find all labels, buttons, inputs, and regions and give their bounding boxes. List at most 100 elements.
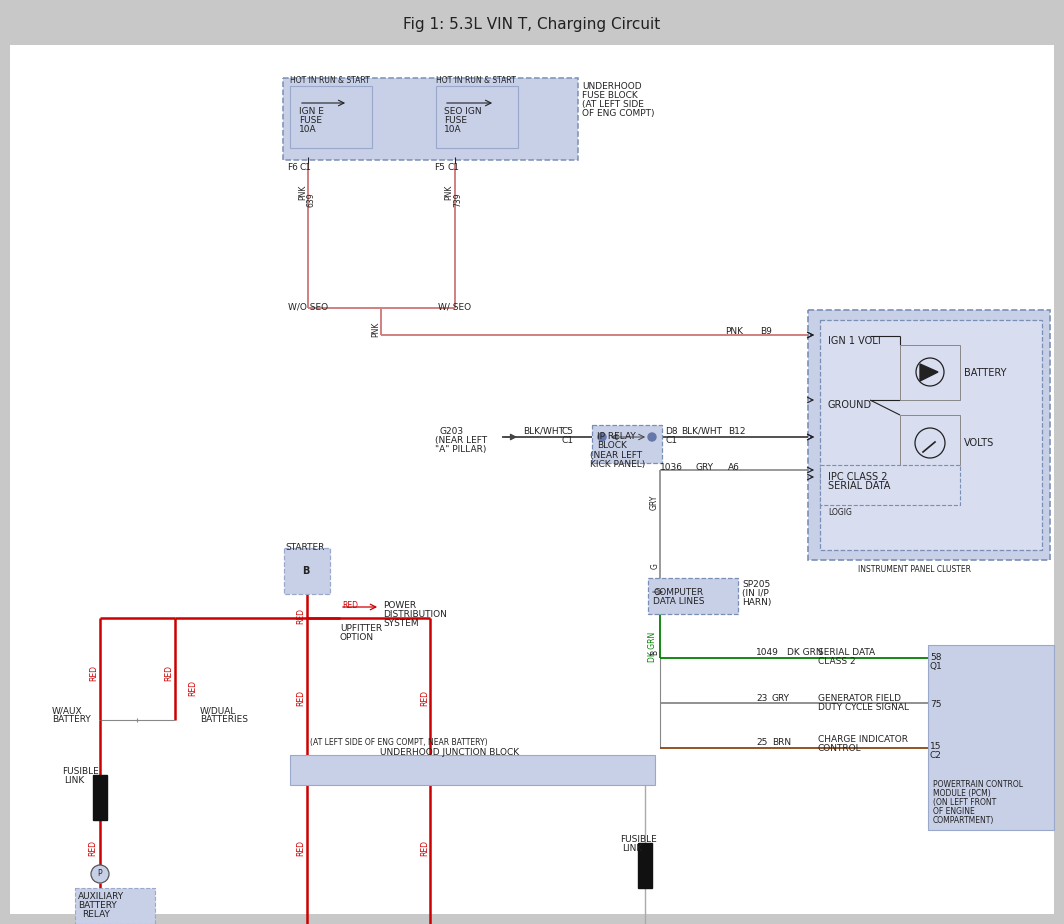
- Text: FUSIBLE: FUSIBLE: [62, 767, 99, 776]
- Text: B9: B9: [760, 327, 771, 336]
- Text: CLASS 2: CLASS 2: [818, 657, 855, 666]
- Text: PNK: PNK: [298, 185, 307, 201]
- Text: HOT IN RUN & START: HOT IN RUN & START: [290, 76, 370, 85]
- Text: F6: F6: [287, 163, 298, 172]
- Text: (NEAR LEFT: (NEAR LEFT: [435, 436, 487, 445]
- Text: GENERATOR FIELD: GENERATOR FIELD: [818, 694, 901, 703]
- Text: VOLTS: VOLTS: [964, 438, 994, 448]
- Text: Q1: Q1: [930, 662, 943, 671]
- Text: BLK/WHT: BLK/WHT: [523, 427, 564, 436]
- Text: UNDERHOOD: UNDERHOOD: [582, 82, 642, 91]
- Text: FUSIBLE: FUSIBLE: [620, 835, 656, 844]
- Text: UPFITTER: UPFITTER: [340, 624, 382, 633]
- Text: DK GRN: DK GRN: [787, 648, 822, 657]
- Text: COMPUTER: COMPUTER: [653, 588, 703, 597]
- Text: PNK: PNK: [725, 327, 743, 336]
- Text: 58: 58: [930, 653, 942, 662]
- Bar: [808, 310, 1050, 560]
- Text: GRY: GRY: [695, 463, 713, 472]
- Text: A6: A6: [728, 463, 739, 472]
- Text: SERIAL DATA: SERIAL DATA: [828, 481, 891, 491]
- Text: CONTROL: CONTROL: [818, 744, 862, 753]
- Text: AUXILIARY: AUXILIARY: [78, 892, 124, 901]
- Text: C1: C1: [665, 436, 677, 445]
- Text: FUSE BLOCK: FUSE BLOCK: [582, 91, 637, 100]
- Text: W/O SEO: W/O SEO: [288, 302, 328, 311]
- Text: RED: RED: [88, 840, 97, 856]
- Text: C1: C1: [300, 163, 312, 172]
- Bar: [93, 775, 107, 820]
- Text: STARTER: STARTER: [285, 543, 325, 552]
- Text: RED: RED: [89, 665, 98, 681]
- Text: RED: RED: [188, 680, 197, 696]
- Text: HARN): HARN): [742, 598, 771, 607]
- Text: FUSE: FUSE: [444, 116, 467, 125]
- Bar: [74, 888, 155, 924]
- Text: BATTERY: BATTERY: [52, 715, 90, 724]
- Text: DK GRN: DK GRN: [648, 632, 656, 663]
- Text: IPC CLASS 2: IPC CLASS 2: [828, 472, 887, 482]
- Text: INSTRUMENT PANEL CLUSTER: INSTRUMENT PANEL CLUSTER: [858, 565, 971, 574]
- Bar: [283, 78, 578, 160]
- Text: OF ENGINE: OF ENGINE: [933, 807, 975, 816]
- Bar: [638, 843, 652, 888]
- Text: LINK: LINK: [64, 776, 84, 785]
- Text: (AT LEFT SIDE OF ENG COMPT, NEAR BATTERY): (AT LEFT SIDE OF ENG COMPT, NEAR BATTERY…: [310, 738, 487, 747]
- Bar: [820, 465, 960, 505]
- Text: (AT LEFT SIDE: (AT LEFT SIDE: [582, 100, 644, 109]
- Text: B12: B12: [728, 427, 746, 436]
- Text: 23: 23: [757, 694, 767, 703]
- Text: GRY: GRY: [772, 694, 789, 703]
- Text: DUTY CYCLE SIGNAL: DUTY CYCLE SIGNAL: [818, 703, 909, 712]
- Text: RED: RED: [164, 665, 173, 681]
- Text: POWER: POWER: [383, 601, 416, 610]
- Text: MODULE (PCM): MODULE (PCM): [933, 789, 991, 798]
- Text: SP205: SP205: [742, 580, 770, 589]
- Bar: [284, 548, 330, 594]
- Text: 1036: 1036: [660, 463, 683, 472]
- Text: C1: C1: [561, 436, 573, 445]
- Text: 10A: 10A: [299, 125, 317, 134]
- Text: (IN I/P: (IN I/P: [742, 589, 769, 598]
- Text: "A" PILLAR): "A" PILLAR): [435, 445, 486, 454]
- Text: BATTERY: BATTERY: [964, 368, 1007, 378]
- Text: HOT IN RUN & START: HOT IN RUN & START: [436, 76, 516, 85]
- Text: 739: 739: [453, 192, 462, 207]
- Text: LOGIG: LOGIG: [828, 508, 852, 517]
- Bar: [820, 320, 1042, 550]
- Text: C5: C5: [561, 427, 573, 436]
- Text: (ON LEFT FRONT: (ON LEFT FRONT: [933, 798, 996, 807]
- Text: 25: 25: [757, 738, 767, 747]
- Text: OPTION: OPTION: [340, 633, 375, 642]
- Circle shape: [648, 433, 656, 441]
- Text: RED: RED: [420, 690, 429, 706]
- Text: IGN E: IGN E: [299, 107, 323, 116]
- Text: D8: D8: [665, 427, 678, 436]
- Text: PNK: PNK: [371, 322, 380, 337]
- Text: SEO IGN: SEO IGN: [444, 107, 482, 116]
- Bar: [290, 86, 372, 148]
- Bar: [290, 755, 655, 785]
- Text: RED: RED: [296, 608, 305, 624]
- Text: KICK PANEL): KICK PANEL): [591, 460, 645, 469]
- Text: BRN: BRN: [772, 738, 792, 747]
- Text: (NEAR LEFT: (NEAR LEFT: [591, 451, 643, 460]
- Bar: [900, 415, 960, 470]
- Text: W/AUX: W/AUX: [52, 706, 83, 715]
- Text: F5: F5: [434, 163, 445, 172]
- Bar: [648, 578, 738, 614]
- Text: OF ENG COMPT): OF ENG COMPT): [582, 109, 654, 118]
- Bar: [900, 345, 960, 400]
- Text: IP RELAY: IP RELAY: [597, 432, 636, 441]
- Text: B: B: [302, 566, 310, 576]
- Text: POWERTRAIN CONTROL: POWERTRAIN CONTROL: [933, 780, 1023, 789]
- Text: 1049: 1049: [757, 648, 779, 657]
- Text: CHARGE INDICATOR: CHARGE INDICATOR: [818, 735, 908, 744]
- Text: G: G: [651, 563, 660, 569]
- Text: C1: C1: [447, 163, 459, 172]
- Text: B: B: [650, 650, 659, 655]
- Text: 10A: 10A: [444, 125, 462, 134]
- Text: IGN 1 VOLT: IGN 1 VOLT: [828, 336, 882, 346]
- Text: DATA LINES: DATA LINES: [653, 597, 704, 606]
- Text: RED: RED: [296, 690, 305, 706]
